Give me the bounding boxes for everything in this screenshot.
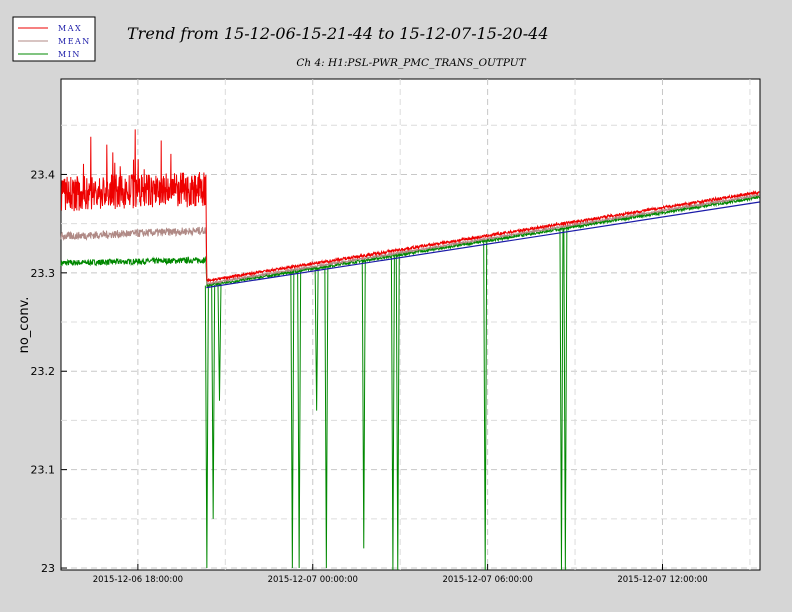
x-tick-label: 2015-12-07 12:00:00 (617, 575, 707, 585)
min-dropout-spike (314, 268, 319, 411)
min-dropout-spike (563, 228, 568, 571)
x-tick-label: 2015-12-07 00:00:00 (268, 575, 358, 585)
min-dropout-spike (559, 228, 564, 571)
min-dropout-spike (211, 284, 216, 519)
y-tick-label: 23.2 (31, 365, 56, 378)
min-dropout-spike (390, 255, 395, 571)
min-dropout-spike (395, 255, 400, 571)
min-dropout-spike (361, 260, 366, 549)
chart-subtitle: Ch 4: H1:PSL-PWR_PMC_TRANS_OUTPUT (296, 57, 526, 69)
legend-label-max: MAX (58, 24, 82, 33)
x-tick-label: 2015-12-06 18:00:00 (93, 575, 183, 585)
chart-title: Trend from 15-12-06-15-21-44 to 15-12-07… (127, 24, 549, 43)
y-tick-label: 23 (41, 562, 55, 575)
legend: MAX MEAN MIN (12, 16, 96, 62)
series-line-min (60, 194, 760, 288)
y-tick-label: 23.1 (31, 464, 56, 477)
grid (61, 79, 760, 570)
y-tick-label: 23.3 (31, 267, 56, 280)
min-dropout-spike (217, 283, 222, 401)
min-dropout-spike (290, 271, 295, 569)
series-line-max (60, 129, 760, 283)
axes-layer: 23 23.1 23.2 23.3 23.4 2015-12-06 18:00:00 201… (31, 168, 708, 585)
series-layer (60, 129, 760, 571)
legend-label-min: MIN (58, 50, 81, 59)
min-dropout-spike (483, 241, 488, 571)
y-tick-label: 23.4 (31, 168, 56, 181)
x-tick-label: 2015-12-07 06:00:00 (442, 575, 532, 585)
series-line-mean (60, 193, 760, 286)
fit-line (206, 201, 760, 289)
min-dropout-spike (297, 270, 302, 569)
y-axis-label: no_conv. (17, 297, 32, 354)
plot-area (60, 78, 761, 571)
min-dropout-spike (324, 266, 329, 569)
min-dropout-spike (204, 285, 209, 569)
legend-label-mean: MEAN (58, 37, 91, 46)
